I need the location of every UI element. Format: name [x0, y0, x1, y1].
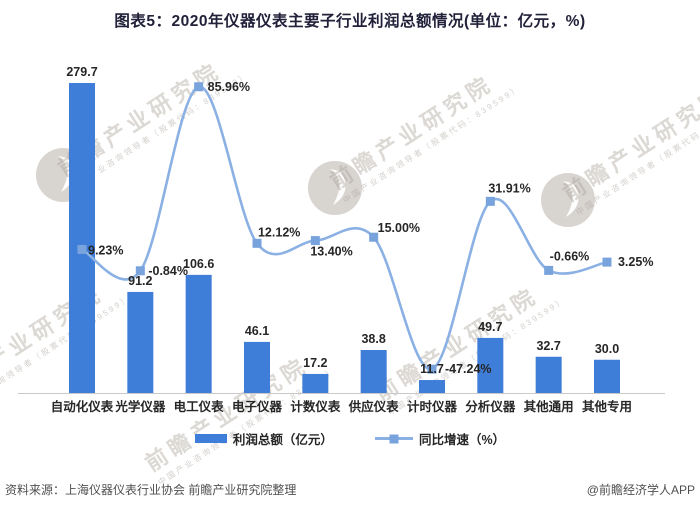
svg-text:38.8: 38.8	[361, 332, 385, 346]
legend-item-growth: 同比增速（%）	[374, 429, 506, 448]
svg-text:计数仪表: 计数仪表	[290, 399, 341, 414]
svg-text:其他通用: 其他通用	[524, 399, 574, 414]
svg-text:9.23%: 9.23%	[88, 243, 123, 257]
source-note: 资料来源：上海仪器仪表行业协会 前瞻产业研究院整理	[5, 483, 297, 497]
svg-text:光学仪器: 光学仪器	[114, 399, 166, 414]
footer: 资料来源：上海仪器仪表行业协会 前瞻产业研究院整理 @前瞻经济学人APP	[0, 481, 700, 498]
svg-text:17.2: 17.2	[303, 356, 327, 370]
svg-text:计时仪器: 计时仪器	[407, 399, 458, 414]
legend-label-growth: 同比增速（%）	[418, 433, 506, 447]
svg-text:-0.84%: -0.84%	[148, 264, 188, 278]
combo-chart: 279.7 91.2 106.6 46.1 17.2 38.8 11.7 49.7 32.7 30…	[18, 65, 665, 414]
svg-text:91.2: 91.2	[128, 274, 152, 288]
svg-text:11.7: 11.7	[420, 362, 444, 376]
legend-label-profit: 利润总额（亿元）	[232, 433, 333, 447]
svg-text:85.96%: 85.96%	[208, 80, 250, 94]
svg-text:电子仪器: 电子仪器	[232, 399, 283, 414]
svg-text:电工仪表: 电工仪表	[174, 399, 225, 414]
svg-text:12.12%: 12.12%	[258, 225, 300, 239]
svg-text:46.1: 46.1	[245, 324, 269, 338]
svg-text:-0.66%: -0.66%	[550, 249, 590, 263]
bar-swatch-icon	[194, 434, 227, 443]
chart-title: 图表5：2020年仪器仪表主要子行业利润总额情况(单位：亿元，%)	[114, 13, 586, 30]
legend-item-profit: 利润总额（亿元）	[194, 429, 333, 448]
svg-text:31.91%: 31.91%	[488, 181, 530, 195]
svg-text:279.7: 279.7	[66, 65, 97, 79]
svg-text:49.7: 49.7	[478, 320, 502, 334]
svg-text:30.0: 30.0	[595, 342, 619, 356]
svg-text:13.40%: 13.40%	[310, 245, 352, 259]
legend: 利润总额（亿元） 同比增速（%）	[0, 429, 700, 448]
credit-note: @前瞻经济学人APP	[586, 483, 695, 497]
svg-text:32.7: 32.7	[536, 339, 560, 353]
svg-text:供应仪表: 供应仪表	[348, 399, 400, 414]
svg-text:106.6: 106.6	[183, 257, 214, 271]
svg-text:3.25%: 3.25%	[618, 255, 653, 269]
svg-text:其他专用: 其他专用	[582, 399, 632, 414]
line-marker-swatch-icon	[374, 434, 413, 443]
svg-text:分析仪器: 分析仪器	[465, 399, 516, 414]
svg-text:15.00%: 15.00%	[378, 221, 420, 235]
svg-text:自动化仪表: 自动化仪表	[51, 399, 114, 414]
svg-text:-47.24%: -47.24%	[445, 362, 492, 376]
